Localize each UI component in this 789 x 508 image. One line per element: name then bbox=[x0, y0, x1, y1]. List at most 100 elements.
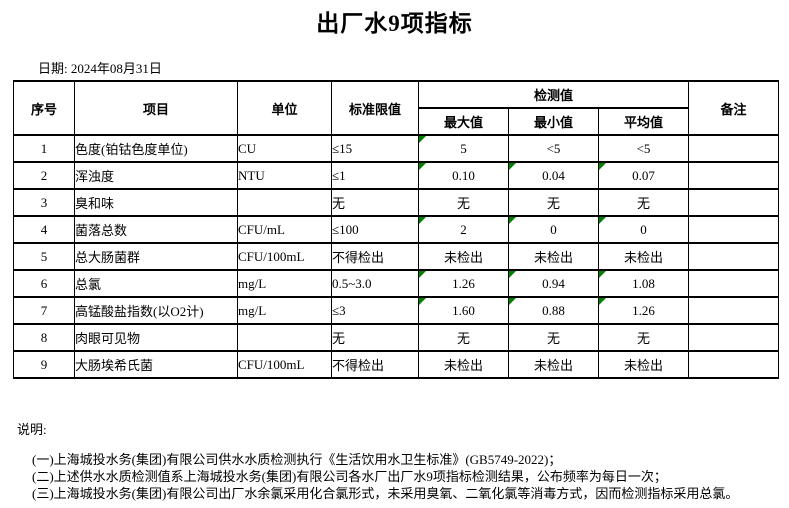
header-max: 最大值 bbox=[418, 107, 509, 136]
cell-no: 8 bbox=[13, 323, 75, 352]
cell-remark bbox=[688, 215, 780, 244]
cell-avg: <5 bbox=[597, 134, 690, 163]
date-line: 日期: 2024年08月31日 bbox=[38, 58, 162, 77]
cell-min: 0 bbox=[508, 215, 599, 244]
cell-text: <5 bbox=[546, 140, 561, 156]
cell-standard: 不得检出 bbox=[331, 350, 419, 379]
cell-flag-triangle-icon bbox=[509, 272, 516, 278]
cell-unit: CU bbox=[237, 134, 332, 163]
cell-text: ≤15 bbox=[332, 140, 353, 156]
cell-no: 4 bbox=[13, 215, 75, 244]
cell-item: 总氯 bbox=[74, 269, 238, 298]
cell-max: 5 bbox=[418, 134, 509, 163]
cell-text: 未检出 bbox=[533, 358, 573, 373]
table-row: 7 高锰酸盐指数(以O2计) mg/L ≤3 1.60 0.88 1.26 bbox=[13, 296, 780, 325]
cell-item: 高锰酸盐指数(以O2计) bbox=[74, 296, 238, 325]
cell-text: 总氯 bbox=[75, 277, 102, 292]
cell-text: mg/L bbox=[238, 302, 267, 318]
cell-text: 不得检出 bbox=[332, 358, 385, 373]
cell-remark bbox=[688, 161, 780, 190]
cell-unit: CFU/mL bbox=[237, 215, 332, 244]
cell-flag-triangle-icon bbox=[419, 137, 426, 143]
cell-no: 1 bbox=[13, 134, 75, 163]
cell-item: 浑浊度 bbox=[74, 161, 238, 190]
cell-avg: 1.08 bbox=[597, 269, 690, 298]
cell-text: 0 bbox=[640, 221, 647, 237]
cell-text: 无 bbox=[456, 196, 470, 211]
cell-text: mg/L bbox=[238, 275, 267, 291]
cell-text: 6 bbox=[40, 275, 48, 291]
cell-flag-triangle-icon bbox=[599, 218, 606, 224]
cell-text: 无 bbox=[546, 196, 560, 211]
cell-no: 2 bbox=[13, 161, 75, 190]
cell-text: 不得检出 bbox=[332, 250, 385, 265]
page-title: 出厂水9项指标 bbox=[316, 11, 473, 36]
cell-max: 未检出 bbox=[418, 242, 509, 271]
cell-text: 菌落总数 bbox=[75, 223, 128, 238]
notes-label: 说明: bbox=[17, 422, 47, 437]
note-line-1: (一)上海城投水务(集团)有限公司供水水质检测执行《生活饮用水卫生标准》(GB5… bbox=[32, 452, 562, 467]
cell-text: 大肠埃希氏菌 bbox=[75, 358, 154, 373]
cell-min: 无 bbox=[508, 323, 599, 352]
cell-text: 7 bbox=[40, 302, 48, 318]
cell-item: 总大肠菌群 bbox=[74, 242, 238, 271]
cell-no: 5 bbox=[13, 242, 75, 271]
cell-text: 未检出 bbox=[624, 250, 664, 265]
cell-unit bbox=[237, 188, 332, 217]
cell-text: 1.08 bbox=[632, 275, 655, 291]
cell-remark bbox=[688, 323, 780, 352]
cell-item: 臭和味 bbox=[74, 188, 238, 217]
cell-standard: 无 bbox=[331, 323, 419, 352]
cell-unit: NTU bbox=[237, 161, 332, 190]
cell-text: <5 bbox=[636, 140, 651, 156]
cell-text: CFU/100mL bbox=[238, 248, 305, 264]
cell-text: CU bbox=[238, 140, 257, 156]
cell-text: 未检出 bbox=[533, 250, 573, 265]
cell-text: 3 bbox=[40, 194, 48, 210]
header-remark: 备注 bbox=[688, 80, 780, 136]
cell-flag-triangle-icon bbox=[509, 218, 516, 224]
cell-avg: 0 bbox=[597, 215, 690, 244]
cell-min: 0.04 bbox=[508, 161, 599, 190]
cell-text: 无 bbox=[637, 196, 651, 211]
table-row: 4 菌落总数 CFU/mL ≤100 2 0 0 bbox=[13, 215, 780, 244]
cell-min: 0.94 bbox=[508, 269, 599, 298]
cell-avg: 未检出 bbox=[597, 350, 690, 379]
cell-text: 5 bbox=[460, 140, 467, 156]
cell-text: 未检出 bbox=[624, 358, 664, 373]
cell-remark bbox=[688, 242, 780, 271]
cell-remark bbox=[688, 350, 780, 379]
cell-text: 0.88 bbox=[542, 302, 565, 318]
cell-text: CFU/mL bbox=[238, 221, 285, 237]
cell-max: 2 bbox=[418, 215, 509, 244]
cell-unit: CFU/100mL bbox=[237, 350, 332, 379]
table-row: 2 浑浊度 NTU ≤1 0.10 0.04 0.07 bbox=[13, 161, 780, 190]
cell-text: 未检出 bbox=[443, 250, 483, 265]
cell-text: ≤1 bbox=[332, 167, 346, 183]
cell-text: 5 bbox=[40, 248, 48, 264]
cell-unit: mg/L bbox=[237, 296, 332, 325]
cell-avg: 0.07 bbox=[597, 161, 690, 190]
cell-no: 9 bbox=[13, 350, 75, 379]
cell-standard: ≤1 bbox=[331, 161, 419, 190]
cell-min: 未检出 bbox=[508, 350, 599, 379]
table-row: 1 色度(铂钴色度单位) CU ≤15 5 <5 <5 bbox=[13, 134, 780, 163]
note-line-2: (二)上述供水水质检测值系上海城投水务(集团)有限公司各水厂出厂水9项指标检测结… bbox=[32, 469, 667, 484]
cell-text: 未检出 bbox=[443, 358, 483, 373]
cell-flag-triangle-icon bbox=[599, 164, 606, 170]
cell-text: 无 bbox=[332, 331, 346, 346]
header-index: 序号 bbox=[13, 80, 75, 136]
cell-item: 肉眼可见物 bbox=[74, 323, 238, 352]
cell-avg: 1.26 bbox=[597, 296, 690, 325]
cell-unit bbox=[237, 323, 332, 352]
cell-text: 0 bbox=[550, 221, 557, 237]
cell-flag-triangle-icon bbox=[419, 218, 426, 224]
cell-max: 无 bbox=[418, 323, 509, 352]
header-min: 最小值 bbox=[508, 107, 599, 136]
date-label: 日期: bbox=[38, 61, 68, 76]
cell-text: 9 bbox=[40, 356, 48, 372]
cell-min: 无 bbox=[508, 188, 599, 217]
cell-standard: 不得检出 bbox=[331, 242, 419, 271]
cell-no: 6 bbox=[13, 269, 75, 298]
